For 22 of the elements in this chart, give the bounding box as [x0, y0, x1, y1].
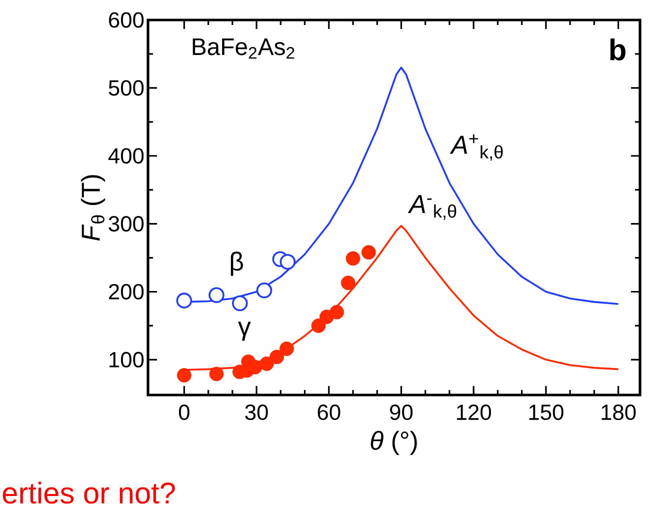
x-tick-label: 180	[602, 404, 636, 420]
y-tick-label: 500	[108, 80, 144, 96]
x-tick-label: 60	[318, 404, 340, 420]
annotation: β	[230, 252, 243, 276]
y-tick-label: 400	[108, 148, 144, 164]
x-tick-label: 0	[178, 404, 190, 420]
y-tick-label: 100	[110, 352, 144, 368]
x-tick-label: 150	[529, 404, 564, 420]
annotation: b	[610, 38, 626, 60]
x-tick-label: 90	[390, 404, 413, 420]
x-tick-label: 120	[456, 404, 492, 420]
annotation: BaFe$_{2}$As$_{2}$	[192, 38, 294, 59]
text: erties or not?	[2, 482, 175, 504]
y-axis-title: F$_{θ}$ (T)	[80, 175, 106, 241]
x-axis-title: θ (°)	[370, 430, 417, 456]
x-tick-label: 30	[245, 404, 268, 420]
annotation: γ	[238, 322, 251, 341]
y-tick-label: 200	[109, 284, 144, 300]
y-tick-label: 600	[109, 12, 144, 28]
y-tick-label: 300	[108, 216, 144, 232]
annotation: A$^{-}$k,θ	[408, 195, 456, 220]
annotation: A$^{+}$k,θ	[450, 134, 503, 161]
